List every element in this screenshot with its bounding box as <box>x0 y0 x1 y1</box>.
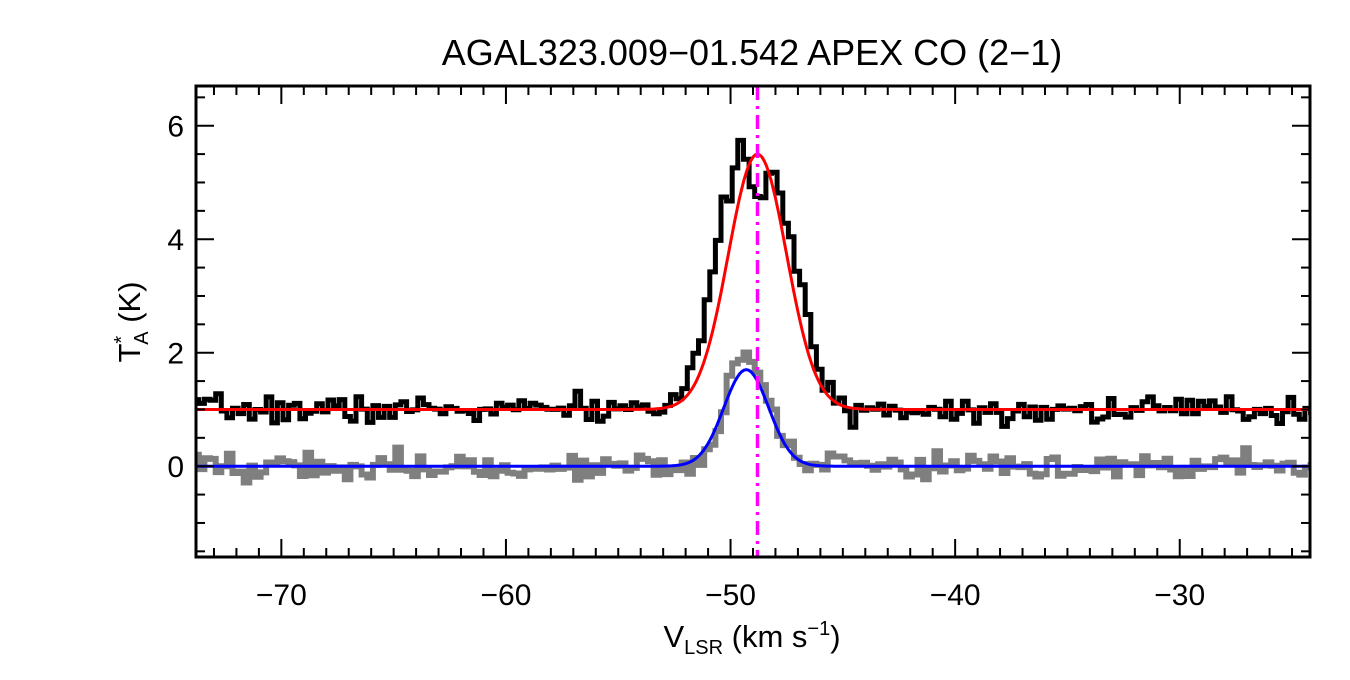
x-axis-title-subscript: LSR <box>684 637 723 659</box>
y-tick-label: 4 <box>167 224 184 257</box>
y-tick-label: 0 <box>167 451 184 484</box>
x-axis-title-superscript: −1 <box>807 618 830 640</box>
x-tick-label: −30 <box>1154 579 1205 612</box>
y-axis-title-subscript: A <box>131 331 153 345</box>
gaussian-fit-residual <box>196 368 1308 468</box>
tick-labels-layer: −70 −60 −50 −40 −30 0 2 4 6 <box>167 111 1205 612</box>
x-axis-title-close: ) <box>830 619 840 654</box>
y-axis-title: T*A (K) <box>111 281 153 362</box>
residual-spectrum <box>196 349 1310 486</box>
x-axis-title-unit: (km s <box>723 619 807 654</box>
y-axis-title-main: T <box>112 344 147 363</box>
chart-title: AGAL323.009−01.542 APEX CO (2−1) <box>442 32 1062 73</box>
x-tick-label: −50 <box>705 579 756 612</box>
y-axis-title-unit: (K) <box>112 281 147 331</box>
y-tick-label: 2 <box>167 338 184 371</box>
traces-layer <box>196 137 1310 486</box>
x-tick-label: −40 <box>930 579 981 612</box>
observed-spectrum <box>196 137 1310 430</box>
x-tick-label: −70 <box>256 579 307 612</box>
x-tick-label: −60 <box>480 579 531 612</box>
x-axis-title-main: V <box>663 619 684 654</box>
y-axis-title-superscript: * <box>111 336 133 344</box>
gaussian-fit <box>196 152 1308 411</box>
x-axis-title: VLSR (km s−1) <box>663 618 840 659</box>
y-tick-label: 6 <box>167 111 184 144</box>
ticks-layer <box>196 86 1310 557</box>
